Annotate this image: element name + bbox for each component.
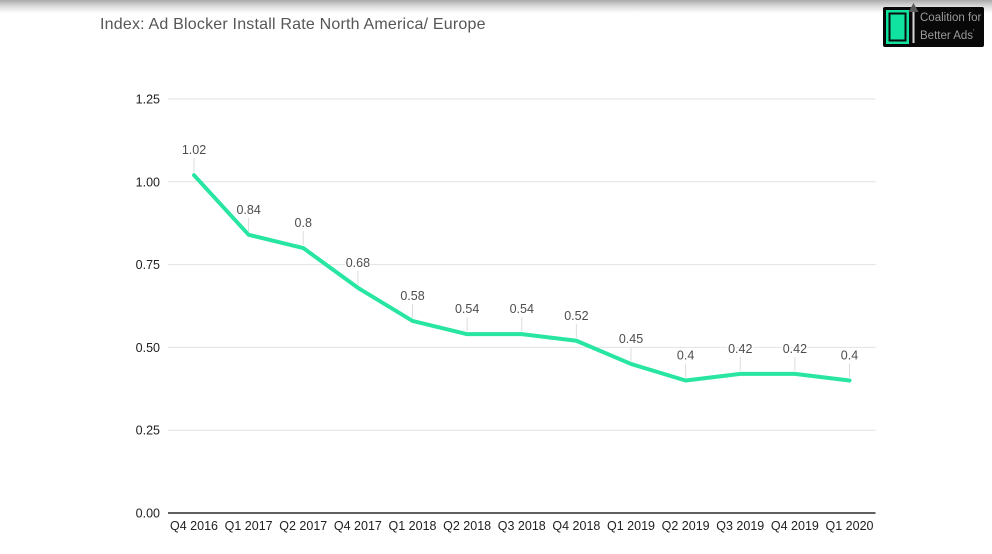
logo-text: Coalition for Better Ads': [920, 12, 981, 43]
data-point-label: 0.84: [236, 203, 260, 217]
data-point-label: 0.52: [564, 309, 588, 323]
up-arrow-head-icon: [908, 3, 919, 12]
x-tick-label: Q4 2018: [552, 519, 600, 533]
x-tick-label: Q2 2017: [279, 519, 327, 533]
data-point-label: 0.42: [728, 342, 752, 356]
data-point-label: 0.54: [455, 302, 479, 316]
logo-line2: Better Ads': [920, 28, 975, 42]
top-gradient-band: [0, 0, 992, 13]
x-tick-label: Q3 2019: [716, 519, 764, 533]
x-tick-label: Q1 2019: [607, 519, 655, 533]
coalition-better-ads-logo: Coalition for Better Ads': [883, 3, 984, 48]
data-point-label: 0.58: [400, 289, 424, 303]
data-point-label: 0.54: [510, 302, 534, 316]
data-point-label: 0.4: [841, 349, 858, 363]
y-tick-label: 0.75: [136, 258, 160, 272]
coalition-better-ads-logo-icon: [883, 3, 984, 47]
data-point-label: 0.45: [619, 332, 643, 346]
logo-mark: ': [973, 28, 975, 36]
data-line: [192, 173, 852, 383]
x-tick-label: Q2 2018: [443, 519, 491, 533]
data-point-label: 0.42: [783, 342, 807, 356]
data-point-label: 1.02: [182, 143, 206, 157]
logo-line1: Coalition for: [920, 12, 982, 24]
page-title: Index: Ad Blocker Install Rate North Ame…: [100, 16, 486, 33]
x-tick-label: Q1 2020: [826, 519, 874, 533]
y-tick-label: 0.50: [136, 341, 160, 355]
x-tick-label: Q4 2019: [771, 519, 819, 533]
ad-frame-inner-outline: [888, 12, 907, 42]
x-tick-label: Q4 2017: [334, 519, 382, 533]
y-tick-label: 0.00: [136, 507, 160, 521]
x-tick-label: Q1 2018: [389, 519, 437, 533]
y-tick-label: 1.25: [136, 93, 160, 107]
ad-frame-icon: [886, 10, 909, 44]
data-point-label: 0.68: [346, 256, 370, 270]
y-tick-label: 1.00: [136, 175, 160, 189]
x-tick-label: Q1 2017: [225, 519, 273, 533]
y-tick-label: 0.25: [136, 424, 160, 438]
x-tick-label: Q2 2019: [662, 519, 710, 533]
x-tick-label: Q3 2018: [498, 519, 546, 533]
x-tick-label: Q4 2016: [170, 519, 218, 533]
data-point-label: 0.8: [295, 216, 312, 230]
data-point-label: 0.4: [677, 349, 694, 363]
